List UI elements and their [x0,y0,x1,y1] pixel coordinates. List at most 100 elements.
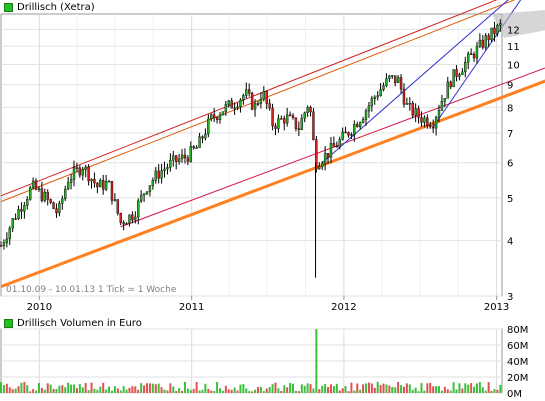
candle-body [40,188,44,201]
candle-body [344,131,347,134]
volume-bar [201,389,204,393]
candle-body [271,107,274,127]
candle-body [356,124,359,128]
volume-tick-label: 60M [507,341,528,352]
volume-bar [195,381,198,393]
volume-bar [11,389,14,393]
candle-body [49,199,52,203]
candle-body [358,122,362,128]
candle-body [75,167,79,169]
volume-bar [116,388,119,393]
candle-body [8,227,11,240]
candle-body [303,112,306,119]
candle-body [2,242,6,246]
candle-body [61,198,64,204]
y-tick-label: 5 [507,194,513,205]
volume-bar [464,383,467,393]
candle-body [391,75,394,77]
volume-bar [151,383,154,393]
volume-bar [0,382,2,393]
candle-body [233,107,236,110]
candle-body [116,199,120,214]
candle-body [402,88,406,105]
candle-body [367,105,371,112]
volume-bar [493,389,496,393]
y-tick-label: 8 [507,103,513,114]
candle-body [198,136,201,148]
volume-bar [35,390,38,393]
candle-body [297,128,301,130]
candle-body [43,192,47,201]
candle-body [177,158,181,162]
candle-body [236,106,239,109]
candle-body [423,117,426,123]
candle-body [250,93,254,110]
candle-body [186,157,190,162]
volume-bar [67,382,70,393]
volume-bar [350,382,353,393]
volume-bar [446,389,449,393]
volume-bar [289,382,292,393]
candle-body [72,167,76,180]
volume-bar [280,390,283,393]
volume-bar [52,389,55,393]
candle-body [274,125,277,129]
volume-bar [455,389,458,393]
candle-body [183,154,187,159]
candle-body [0,245,3,247]
candle-body [128,214,131,224]
volume-bar [332,386,335,393]
candle-body [464,61,467,73]
volume-bar [75,388,78,393]
volume-tick-label: 40M [507,357,528,368]
volume-bar [134,386,137,393]
y-tick-label: 6 [507,159,513,170]
candle-body [224,104,228,112]
candle-body [429,125,432,128]
volume-tick-label: 0M [507,389,522,400]
x-tick-label: 2013 [484,302,509,313]
volume-bar [458,383,461,393]
volume-bar [467,384,470,393]
candle-body [408,102,412,105]
candle-body [64,188,67,200]
volume-bar [20,382,23,393]
candle-body [151,180,155,186]
volume-bar [99,386,102,393]
candle-body [212,114,216,118]
volume-bar [110,390,113,393]
chart-title: Drillisch (Xetra) [17,1,95,13]
candle-body [139,194,143,202]
candle-body [192,146,195,149]
volume-bar [318,389,321,393]
volume-bar [213,391,216,393]
volume-bar [248,391,251,393]
volume-bar [172,386,175,393]
volume-bar [64,387,67,393]
volume-bar [324,384,327,393]
candle-body [189,146,193,162]
volume-bar [347,391,350,393]
volume-bar [329,384,332,393]
volume-bar [394,387,397,393]
candle-body [87,166,90,182]
candle-body [312,111,315,140]
candle-body [461,71,464,75]
candle-body [455,69,458,77]
trendline [0,0,498,197]
volume-bar [327,387,330,393]
volume-bar [496,389,499,393]
volume-bar [315,329,318,393]
candle-body [218,114,222,120]
volume-bar [23,381,26,393]
candle-body [420,117,423,123]
candle-body [350,134,353,136]
volume-bar [259,387,262,393]
volume-bar [183,381,186,393]
candle-body [37,188,41,190]
volume-bar [391,386,394,393]
trendline [0,79,545,289]
volume-bar [242,384,245,393]
volume-bar [157,383,160,393]
y-tick-label: 3 [507,292,513,303]
